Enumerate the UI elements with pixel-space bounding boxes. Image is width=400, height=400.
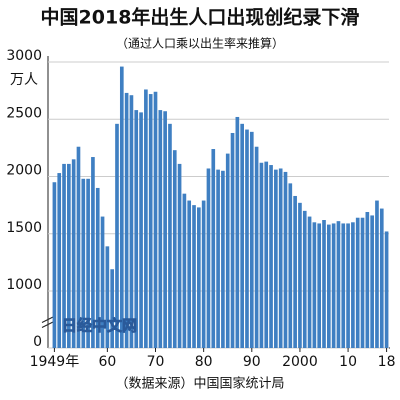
bar	[254, 146, 259, 348]
bar	[317, 223, 322, 348]
bar	[129, 95, 134, 348]
bar	[235, 116, 240, 349]
bar	[168, 123, 172, 348]
bar	[384, 231, 389, 348]
bar	[91, 157, 95, 348]
bar	[86, 178, 90, 348]
bar	[144, 89, 148, 348]
bar	[206, 168, 211, 348]
bar	[230, 132, 235, 348]
watermark: 日经中文网	[62, 317, 137, 335]
y-tick-label: 3000	[6, 48, 42, 64]
bar	[216, 169, 220, 348]
bar	[201, 200, 206, 348]
bar	[52, 182, 57, 348]
y-axis-label: 万人	[10, 72, 38, 88]
bar	[355, 217, 360, 348]
bar	[341, 223, 346, 348]
bar	[264, 161, 269, 348]
bar	[283, 171, 288, 348]
y-tick-label: 1000	[6, 277, 42, 293]
bar	[105, 246, 110, 348]
bar	[158, 110, 163, 348]
bar	[312, 222, 317, 348]
bar	[182, 193, 187, 348]
x-tick-label: 60	[98, 354, 116, 370]
bar	[67, 163, 71, 348]
bar	[71, 159, 76, 348]
bar	[187, 200, 192, 348]
bar	[76, 146, 81, 348]
bar	[245, 129, 249, 348]
bar	[100, 216, 105, 348]
bar	[197, 207, 201, 348]
bar	[57, 173, 62, 348]
bar	[139, 112, 143, 348]
bar	[163, 111, 167, 348]
bar	[307, 216, 312, 348]
bar	[172, 150, 177, 348]
bar	[240, 123, 244, 348]
bar	[351, 222, 355, 348]
y-tick-label: 0	[33, 334, 42, 350]
y-tick-label: 1500	[6, 220, 42, 236]
bar	[62, 163, 66, 348]
bar	[298, 202, 302, 348]
bar	[211, 149, 216, 348]
bar	[134, 110, 139, 348]
bar	[360, 217, 365, 348]
bar	[177, 163, 182, 348]
x-tick-label: 90	[243, 354, 261, 370]
chart-title: 中国2018年出生人口出现创纪录下滑	[41, 6, 360, 29]
bar	[192, 205, 196, 348]
x-tick-label: 80	[195, 354, 213, 370]
y-tick-label: 2500	[6, 105, 42, 121]
x-tick-label: 18	[378, 354, 396, 370]
bar	[153, 91, 158, 349]
bar	[119, 66, 124, 348]
bar	[331, 223, 336, 348]
bar	[322, 220, 326, 348]
bar	[249, 131, 254, 348]
x-tick-label: 2000	[282, 354, 318, 370]
bar	[259, 162, 264, 348]
bar	[370, 215, 374, 348]
bar	[375, 200, 379, 348]
bar	[269, 165, 273, 348]
bar	[365, 211, 370, 348]
bar	[81, 178, 86, 348]
bar	[221, 170, 225, 348]
bar	[379, 208, 384, 348]
x-tick-label: 70	[147, 354, 165, 370]
source-note: （数据来源）中国国家统计局	[115, 376, 284, 392]
bar	[95, 187, 100, 348]
chart-subtitle: （通过人口乘以出生率来推算）	[116, 36, 284, 51]
bar	[115, 123, 119, 348]
y-tick-label: 2000	[6, 163, 42, 179]
bar	[326, 224, 331, 348]
bar	[293, 195, 297, 348]
bar	[225, 153, 230, 348]
bar	[124, 92, 129, 348]
axis-break	[41, 316, 55, 328]
bar	[274, 169, 278, 348]
bar	[110, 269, 115, 348]
bar	[148, 94, 153, 348]
bar	[346, 223, 350, 348]
bar	[336, 221, 341, 348]
x-tick-label: 1949年	[30, 354, 80, 370]
x-tick-label: 10	[339, 354, 357, 370]
bar	[288, 183, 293, 348]
bar	[302, 210, 307, 348]
bar	[278, 168, 283, 348]
